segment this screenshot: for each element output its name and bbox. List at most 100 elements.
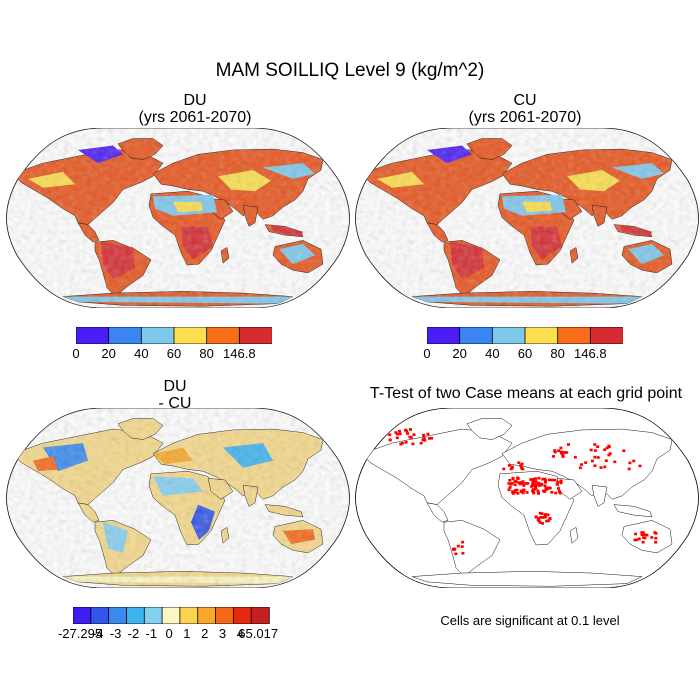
significant-cell xyxy=(516,476,520,480)
significant-cell xyxy=(411,442,415,446)
significant-cell xyxy=(519,489,523,493)
significant-cell xyxy=(507,488,511,492)
significant-cell xyxy=(422,433,426,437)
cu-title-line1: CU xyxy=(513,92,537,109)
du-colorbar-tick-label: 146.8 xyxy=(223,346,256,361)
diff-colorbar-tick-label: -2 xyxy=(127,626,140,641)
significant-cell xyxy=(537,492,540,495)
significant-cell xyxy=(548,486,552,490)
significant-cell xyxy=(558,490,561,493)
significant-cell xyxy=(552,455,555,458)
significant-cell xyxy=(534,485,537,488)
significant-cell xyxy=(508,464,511,467)
figure-title: MAM SOILLIQ Level 9 (kg/m^2) xyxy=(215,60,485,81)
diff-colorbar-swatch xyxy=(126,607,145,624)
du-panel-title: DU (yrs 2061-2070) xyxy=(40,92,350,126)
cu-colorbar-tick-label: 146.8 xyxy=(574,346,607,361)
significant-cell xyxy=(553,450,557,454)
significant-cell xyxy=(561,453,565,456)
significant-cell xyxy=(398,432,402,436)
du-colorbar-tick-label: 80 xyxy=(199,346,214,361)
du-colorbar-swatch xyxy=(108,327,143,344)
significant-cell xyxy=(637,537,641,541)
significant-cell xyxy=(654,540,658,544)
significant-cell xyxy=(521,480,525,483)
significant-cell xyxy=(641,531,645,534)
du-colorbar-tick-label: 0 xyxy=(72,346,80,361)
significant-cell xyxy=(454,552,458,556)
significant-cell xyxy=(513,483,517,487)
significant-cell xyxy=(428,437,431,440)
du-colorbar-tick-label: 60 xyxy=(166,346,182,361)
significant-cell xyxy=(555,483,559,486)
significant-cell xyxy=(653,531,657,534)
significant-cell xyxy=(550,478,554,482)
significant-cell xyxy=(562,451,566,454)
significant-cell xyxy=(559,479,563,483)
cu-map xyxy=(355,128,699,308)
significant-cell xyxy=(521,491,525,495)
significant-cell xyxy=(423,439,427,442)
diff-colorbar-swatch xyxy=(73,607,92,624)
du-map xyxy=(6,128,350,308)
significant-cell xyxy=(534,487,538,491)
ttest-map xyxy=(355,408,699,588)
du-colorbar xyxy=(76,327,272,344)
significant-cell xyxy=(580,463,584,466)
significant-cell xyxy=(596,456,600,459)
cu-colorbar xyxy=(427,327,623,344)
diff-colorbar-tick-label: -1 xyxy=(145,626,158,641)
significant-cell xyxy=(559,446,563,450)
significant-cell xyxy=(515,488,519,492)
significant-cell xyxy=(502,467,506,471)
diff-colorbar-swatch xyxy=(250,607,270,624)
significant-cell xyxy=(645,533,649,537)
significant-cell xyxy=(546,513,550,517)
significant-cell xyxy=(584,461,588,464)
significant-cell xyxy=(419,441,423,445)
diff-map xyxy=(6,408,350,588)
significant-cell xyxy=(537,519,541,523)
significant-cell xyxy=(511,492,515,495)
significant-cell xyxy=(519,481,523,484)
significant-cell xyxy=(550,490,554,494)
significant-cell xyxy=(521,482,525,485)
significant-cell xyxy=(524,482,528,485)
significant-cell xyxy=(508,485,512,489)
significant-cell xyxy=(422,437,426,440)
diff-colorbar-tick-label: 2 xyxy=(201,626,209,641)
diff-colorbar-swatch xyxy=(179,607,199,624)
diff-title-line1: DU xyxy=(163,378,187,395)
significant-cell xyxy=(386,429,390,433)
cu-colorbar-swatch xyxy=(589,327,623,344)
significant-cell xyxy=(408,435,412,439)
significant-cell xyxy=(539,483,543,487)
significant-cell xyxy=(412,433,416,437)
significant-cell xyxy=(537,476,541,480)
significant-cell xyxy=(395,432,399,436)
significant-cell xyxy=(557,449,561,453)
significant-cell xyxy=(517,481,521,484)
significant-cell xyxy=(556,487,560,490)
diff-colorbar-tick-label: -4 xyxy=(92,626,104,641)
significant-cell xyxy=(541,477,545,481)
significant-cell xyxy=(522,484,526,487)
significant-cell xyxy=(534,477,538,480)
diff-colorbar-swatch xyxy=(197,607,217,624)
significant-cell xyxy=(537,481,541,485)
significant-cell xyxy=(400,441,404,445)
significant-cell xyxy=(593,449,597,452)
diff-colorbar-swatch xyxy=(232,607,252,624)
significant-cell xyxy=(544,480,547,484)
diff-colorbar xyxy=(73,607,270,624)
significant-cell xyxy=(537,517,540,520)
significant-cell xyxy=(565,451,569,454)
significant-cell xyxy=(603,448,607,452)
significant-cell xyxy=(399,442,403,446)
significant-cell xyxy=(460,545,464,548)
significant-cell xyxy=(532,491,536,495)
significant-cell xyxy=(554,491,558,495)
significant-cell xyxy=(608,452,612,455)
significant-cell xyxy=(603,465,607,469)
significant-cell xyxy=(593,464,597,468)
